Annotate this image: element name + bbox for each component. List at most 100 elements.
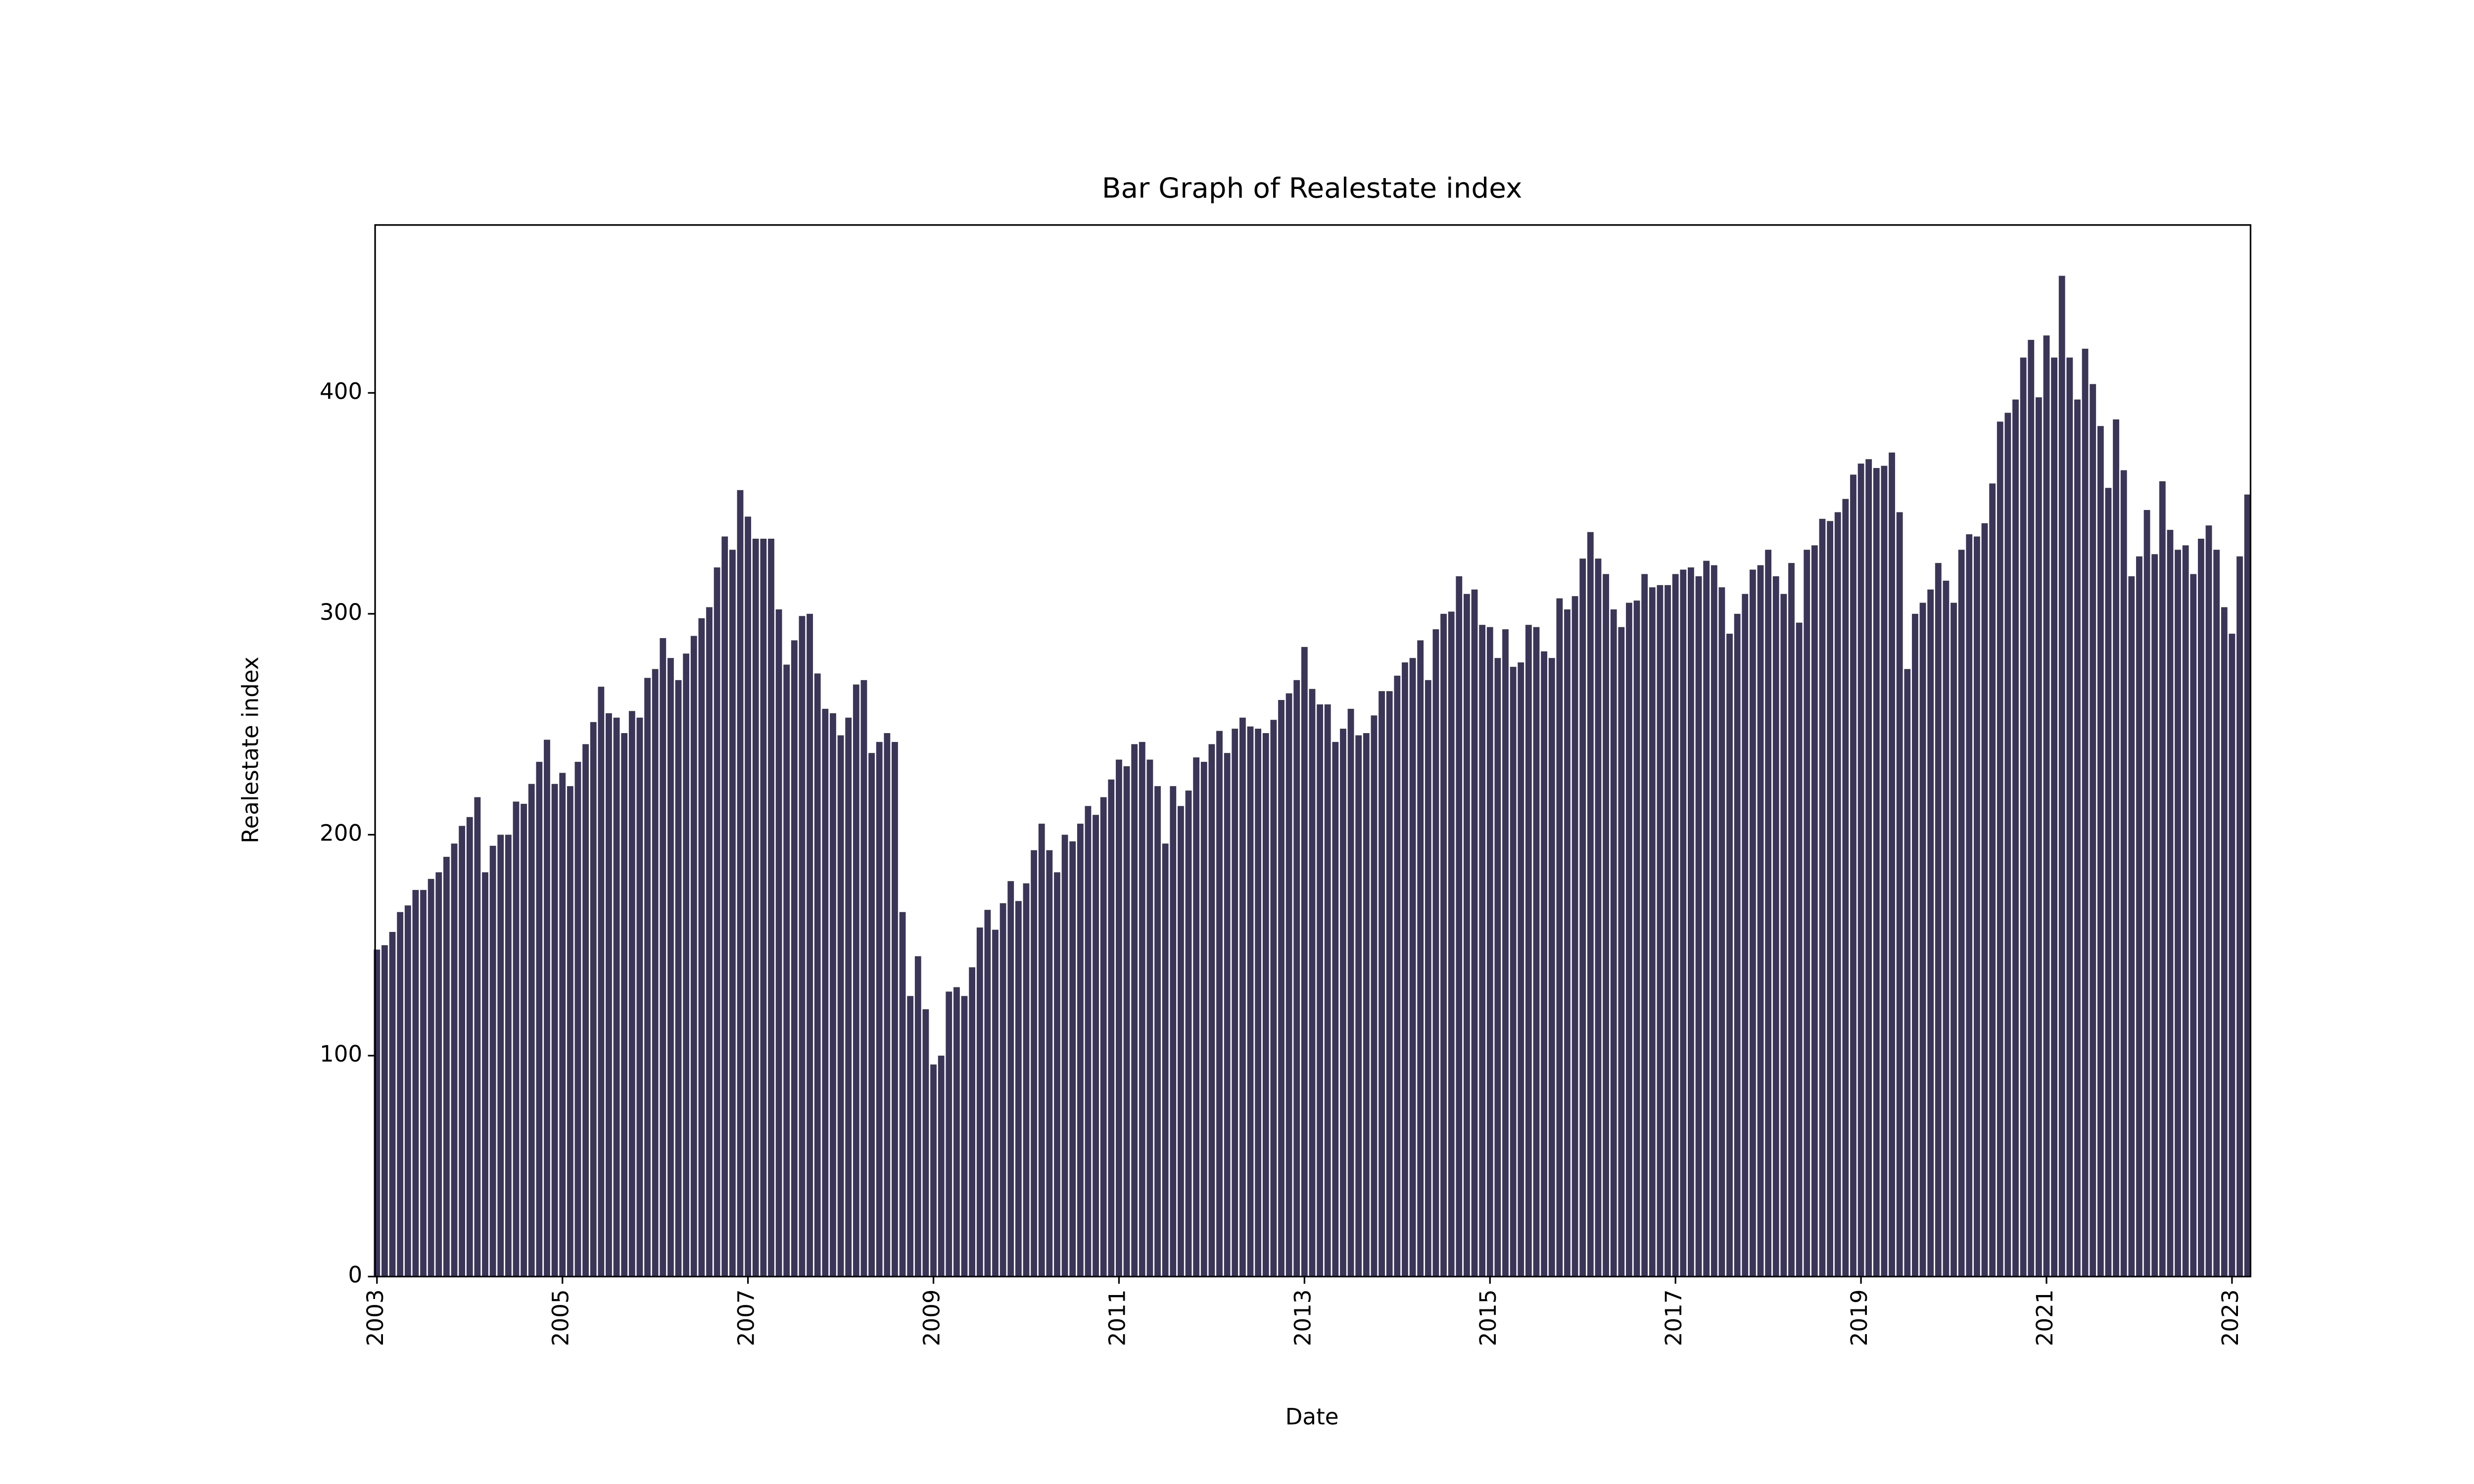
bar bbox=[459, 826, 466, 1277]
bar bbox=[1749, 569, 1756, 1277]
bar bbox=[814, 673, 821, 1277]
bar bbox=[636, 717, 643, 1277]
bar bbox=[2035, 397, 2042, 1277]
bar bbox=[412, 890, 419, 1277]
bar bbox=[1525, 625, 1532, 1277]
bar bbox=[1007, 881, 1014, 1277]
bar bbox=[2175, 550, 2181, 1277]
bar bbox=[1857, 464, 1864, 1277]
bar bbox=[2128, 576, 2135, 1277]
bar bbox=[1239, 717, 1246, 1277]
bar bbox=[652, 669, 659, 1277]
bar bbox=[1309, 689, 1316, 1277]
bar bbox=[2012, 399, 2019, 1277]
bar bbox=[1703, 560, 1710, 1277]
bar bbox=[1131, 744, 1138, 1277]
bar bbox=[1734, 613, 1741, 1277]
bar bbox=[2043, 335, 2050, 1277]
bar bbox=[1904, 669, 1911, 1277]
bar bbox=[1069, 841, 1076, 1277]
axes: 0 100 200 300 400 2003 2005 2007 2009 2011 2013 201… bbox=[320, 378, 2243, 1346]
bar bbox=[1811, 545, 1818, 1277]
bar bbox=[1038, 824, 1045, 1277]
bar bbox=[969, 967, 976, 1277]
bar bbox=[2105, 488, 2112, 1277]
bar bbox=[1695, 576, 1702, 1277]
bar bbox=[1881, 465, 1888, 1277]
bar bbox=[999, 903, 1006, 1277]
bar bbox=[1850, 474, 1856, 1277]
bar bbox=[1355, 735, 1362, 1277]
bar bbox=[1842, 499, 1849, 1277]
bar bbox=[853, 684, 859, 1277]
bar bbox=[791, 640, 798, 1277]
bar bbox=[1958, 550, 1965, 1277]
bar bbox=[1425, 680, 1431, 1277]
bar bbox=[1556, 598, 1563, 1277]
bar bbox=[1054, 872, 1060, 1277]
bar bbox=[435, 872, 442, 1277]
bar bbox=[2198, 539, 2204, 1277]
bar bbox=[1100, 797, 1107, 1277]
bar bbox=[544, 740, 550, 1277]
y-tick-label: 200 bbox=[320, 820, 362, 846]
bar bbox=[551, 784, 558, 1277]
bar bbox=[1873, 468, 1880, 1277]
bar bbox=[1943, 580, 1950, 1277]
bar bbox=[489, 845, 496, 1277]
bar bbox=[1610, 609, 1617, 1277]
bar bbox=[1827, 521, 1833, 1277]
bar bbox=[1417, 640, 1424, 1277]
bar bbox=[729, 550, 736, 1277]
bar bbox=[714, 567, 720, 1277]
bar bbox=[1680, 569, 1687, 1277]
bar bbox=[1626, 603, 1632, 1277]
bars bbox=[374, 276, 2251, 1277]
bar bbox=[1363, 733, 1370, 1277]
bar bbox=[644, 678, 651, 1277]
bar bbox=[667, 658, 674, 1277]
bar bbox=[1170, 786, 1177, 1277]
bar bbox=[513, 801, 520, 1277]
bar bbox=[1989, 483, 1996, 1277]
bar bbox=[675, 680, 682, 1277]
bar bbox=[1061, 835, 1068, 1277]
bar bbox=[768, 539, 774, 1277]
bar bbox=[1394, 675, 1401, 1277]
bar bbox=[1216, 731, 1223, 1277]
bar bbox=[892, 742, 898, 1277]
bar bbox=[1718, 587, 1725, 1277]
bar bbox=[1804, 550, 1810, 1277]
bar bbox=[466, 817, 473, 1277]
bar bbox=[775, 609, 782, 1277]
bar bbox=[822, 708, 829, 1277]
bar bbox=[2051, 357, 2058, 1277]
bar bbox=[2221, 607, 2228, 1277]
bar bbox=[1154, 786, 1161, 1277]
bar bbox=[752, 539, 759, 1277]
bar bbox=[760, 539, 767, 1277]
bar bbox=[807, 613, 813, 1277]
bar bbox=[899, 912, 906, 1277]
bar bbox=[1262, 733, 1269, 1277]
bar bbox=[1077, 824, 1084, 1277]
bar bbox=[860, 680, 867, 1277]
bar bbox=[1595, 558, 1602, 1277]
bar bbox=[953, 987, 960, 1277]
bar bbox=[1479, 625, 1486, 1277]
bar bbox=[1317, 704, 1324, 1277]
bar bbox=[1966, 534, 1973, 1277]
bar bbox=[497, 835, 504, 1277]
bar bbox=[2213, 550, 2220, 1277]
bar bbox=[1772, 576, 1779, 1277]
bar bbox=[837, 735, 844, 1277]
bar bbox=[1889, 452, 1895, 1277]
bar bbox=[1031, 850, 1038, 1277]
bar bbox=[1951, 603, 1957, 1277]
x-tick-label: 2015 bbox=[1475, 1289, 1501, 1346]
bar bbox=[2028, 340, 2035, 1277]
bar bbox=[1633, 601, 1640, 1277]
bar bbox=[1587, 532, 1594, 1277]
